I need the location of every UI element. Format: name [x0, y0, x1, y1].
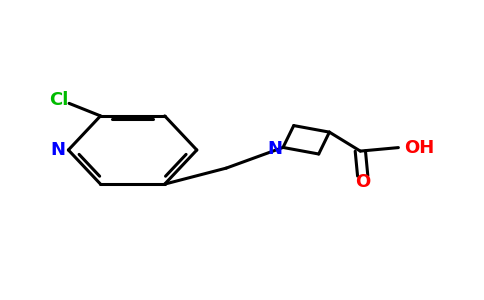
Text: O: O	[355, 173, 370, 191]
Text: N: N	[267, 140, 282, 158]
Text: Cl: Cl	[49, 91, 68, 109]
Text: N: N	[50, 141, 65, 159]
Text: OH: OH	[405, 139, 435, 157]
